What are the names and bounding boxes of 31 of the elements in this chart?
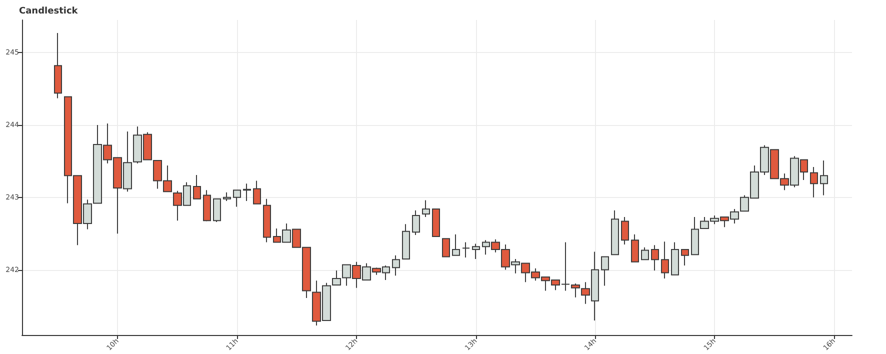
candlestick (820, 160, 828, 196)
candlestick (611, 210, 619, 256)
candlestick (233, 190, 241, 208)
candlestick (54, 32, 62, 99)
candlestick (223, 192, 231, 202)
candlestick (472, 243, 480, 260)
candlestick (452, 234, 460, 256)
candlestick (392, 254, 400, 276)
candlestick (412, 210, 420, 236)
candlestick (402, 224, 410, 260)
candlestick (263, 198, 271, 243)
candlestick (462, 242, 470, 258)
candlestick (681, 249, 689, 266)
candlestick (621, 216, 629, 245)
candlestick (432, 208, 440, 237)
candlestick (661, 241, 669, 279)
candlestick (213, 198, 221, 223)
candlestick (691, 216, 699, 256)
candlestick (243, 183, 251, 202)
candlestick (601, 256, 609, 286)
candlestick (193, 174, 201, 200)
chart-title: Candlestick (19, 6, 79, 16)
candlestick (810, 166, 818, 198)
candlestick (253, 180, 261, 204)
candlestick (442, 238, 450, 258)
candlestick (422, 200, 430, 218)
candlestick (671, 242, 679, 276)
candlestick (641, 246, 649, 260)
candlestick (203, 190, 211, 222)
candlestick (631, 234, 639, 262)
candlestick (651, 244, 659, 272)
